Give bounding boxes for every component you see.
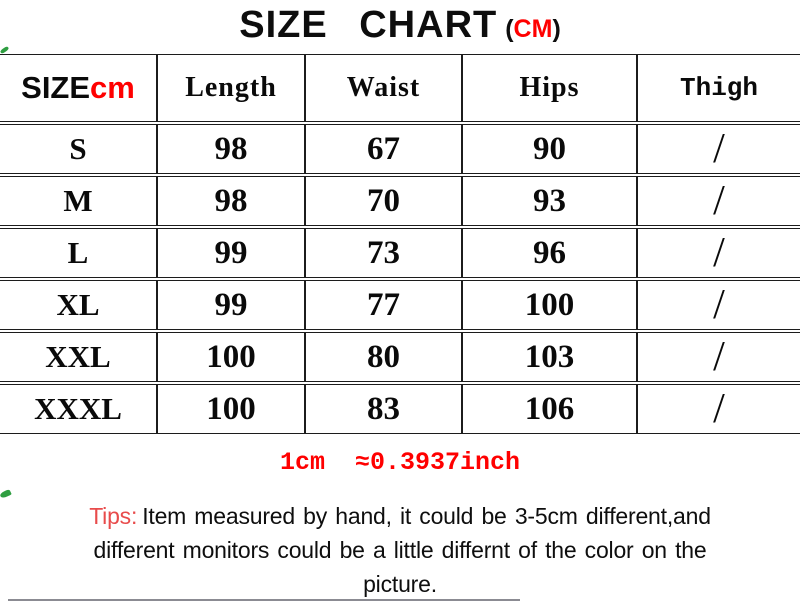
title-unit-open-paren: ( (505, 15, 514, 43)
column-header-thigh: Thigh (637, 54, 800, 122)
hips-value: 96 (462, 228, 637, 278)
thigh-value: / (637, 124, 800, 174)
table-row-m: M 98 70 93 / (0, 176, 800, 226)
tips-line-3: picture. (363, 571, 437, 597)
table-row-s: S 98 67 90 / (0, 124, 800, 174)
size-label: L (0, 228, 157, 278)
tips-line-1: Tips: Item measured by hand, it could be … (0, 499, 800, 533)
waist-value: 77 (305, 280, 462, 330)
length-value: 98 (157, 176, 305, 226)
thigh-value: / (637, 332, 800, 382)
hips-value: 90 (462, 124, 637, 174)
thigh-value: / (637, 228, 800, 278)
size-header-black: SIZE (21, 70, 91, 105)
length-value: 99 (157, 228, 305, 278)
page-title: SIZE CHART (CM) (0, 0, 800, 47)
size-label: XL (0, 280, 157, 330)
title-unit: (CM) (505, 15, 561, 43)
tips-paragraph: Tips: Item measured by hand, it could be … (0, 499, 800, 601)
size-label: M (0, 176, 157, 226)
size-chart-table: SIZEcm Length Waist Hips Thigh S 98 67 9… (0, 52, 800, 436)
length-value: 100 (157, 384, 305, 434)
waist-value: 83 (305, 384, 462, 434)
length-value: 100 (157, 332, 305, 382)
column-header-hips: Hips (462, 54, 637, 122)
size-header-unit: cm (90, 70, 135, 105)
cm-inch-conversion-note: 1cm ≈0.3937inch (0, 448, 800, 477)
thigh-value: / (637, 280, 800, 330)
tips-line-2: different monitors could be a little dif… (93, 537, 707, 563)
length-value: 98 (157, 124, 305, 174)
size-label: S (0, 124, 157, 174)
title-unit-close-paren: ) (552, 15, 561, 43)
waist-value: 70 (305, 176, 462, 226)
waist-value: 67 (305, 124, 462, 174)
conversion-right: ≈0.3937inch (354, 448, 521, 477)
length-value: 99 (157, 280, 305, 330)
table-row-l: L 99 73 96 / (0, 228, 800, 278)
table-row-xxxl: XXXL 100 83 106 / (0, 384, 800, 434)
conversion-left: 1cm (279, 448, 325, 477)
table-row-xl: XL 99 77 100 / (0, 280, 800, 330)
header-row: SIZEcm Length Waist Hips Thigh (0, 54, 800, 122)
hips-value: 100 (462, 280, 637, 330)
table-row-xxl: XXL 100 80 103 / (0, 332, 800, 382)
title-text: SIZE CHART (239, 4, 498, 46)
thigh-value: / (637, 384, 800, 434)
column-header-waist: Waist (305, 54, 462, 122)
size-label: XXL (0, 332, 157, 382)
green-artifact-icon (0, 488, 12, 500)
waist-value: 73 (305, 228, 462, 278)
waist-value: 80 (305, 332, 462, 382)
tips-text-1: Item measured by hand, it could be 3-5cm… (142, 503, 711, 529)
hips-value: 106 (462, 384, 637, 434)
size-label: XXXL (0, 384, 157, 434)
bottom-partial-rule (8, 599, 520, 601)
title-unit-cm: CM (513, 15, 553, 43)
thigh-value: / (637, 176, 800, 226)
tips-label: Tips: (89, 503, 138, 529)
column-header-size: SIZEcm (0, 54, 157, 122)
hips-value: 103 (462, 332, 637, 382)
column-header-length: Length (157, 54, 305, 122)
hips-value: 93 (462, 176, 637, 226)
